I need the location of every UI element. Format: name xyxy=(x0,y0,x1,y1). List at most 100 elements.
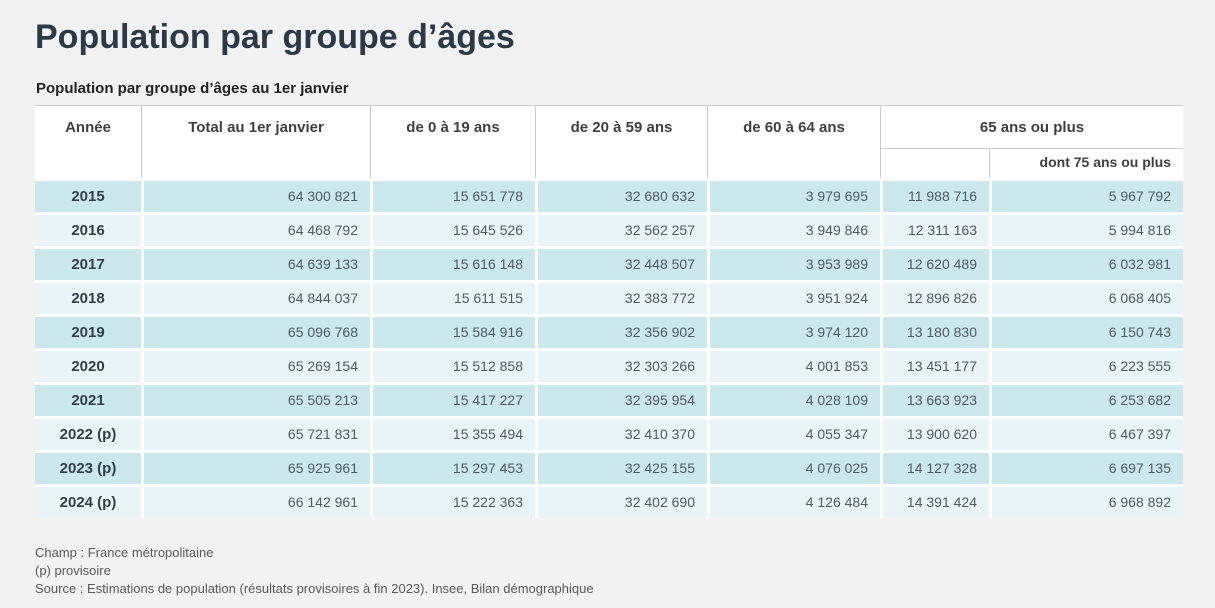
value-cell: 4 001 853 xyxy=(707,347,880,382)
value-cell: 6 253 682 xyxy=(989,381,1184,416)
value-cell: 6 223 555 xyxy=(989,347,1184,382)
value-cell: 3 951 924 xyxy=(707,279,880,314)
value-cell: 4 126 484 xyxy=(707,483,880,518)
value-cell: 15 611 515 xyxy=(370,279,535,314)
header-row-sub: dont 75 ans ou plus xyxy=(35,148,1184,178)
value-cell: 32 562 257 xyxy=(535,211,707,246)
table-caption: Population par groupe d’âges au 1er janv… xyxy=(36,79,349,97)
value-cell: 6 068 405 xyxy=(989,279,1184,314)
table-row: 2023 (p) 65 925 961 15 297 453 32 425 155 4 … xyxy=(35,449,1184,484)
value-cell: 32 410 370 xyxy=(535,415,707,450)
col-subheader-65-plus-spacer xyxy=(880,148,989,178)
col-header-0-19-ans: de 0 à 19 ans xyxy=(370,104,535,178)
table-header: Année Total au 1er janvier de 0 à 19 ans… xyxy=(35,104,1184,178)
value-cell: 6 467 397 xyxy=(989,415,1184,450)
value-cell: 32 448 507 xyxy=(535,245,707,280)
year-cell: 2022 (p) xyxy=(35,415,141,450)
footnote-champ: Champ : France métropolitaine xyxy=(35,544,214,560)
value-cell: 15 584 916 xyxy=(370,313,535,348)
table-row: 2022 (p) 65 721 831 15 355 494 32 410 370 4 … xyxy=(35,415,1184,450)
value-cell: 15 417 227 xyxy=(370,381,535,416)
col-header-annee: Année xyxy=(35,104,141,178)
year-cell: 2015 xyxy=(35,177,141,212)
population-table: Année Total au 1er janvier de 0 à 19 ans… xyxy=(35,104,1184,518)
value-cell: 15 355 494 xyxy=(370,415,535,450)
value-cell: 11 988 716 xyxy=(880,177,989,212)
footnote-source: Source : Estimations de population (résu… xyxy=(35,580,594,596)
value-cell: 4 055 347 xyxy=(707,415,880,450)
col-header-20-59-ans: de 20 à 59 ans xyxy=(535,104,707,178)
value-cell: 66 142 961 xyxy=(141,483,370,518)
value-cell: 32 356 902 xyxy=(535,313,707,348)
value-cell: 32 395 954 xyxy=(535,381,707,416)
table-row: 2020 65 269 154 15 512 858 32 303 266 4 001 … xyxy=(35,347,1184,382)
year-cell: 2016 xyxy=(35,211,141,246)
header-row-main: Année Total au 1er janvier de 0 à 19 ans… xyxy=(35,104,1184,178)
value-cell: 64 300 821 xyxy=(141,177,370,212)
value-cell: 3 953 989 xyxy=(707,245,880,280)
value-cell: 12 896 826 xyxy=(880,279,989,314)
year-cell: 2017 xyxy=(35,245,141,280)
table-row: 2018 64 844 037 15 611 515 32 383 772 3 951 … xyxy=(35,279,1184,314)
value-cell: 32 680 632 xyxy=(535,177,707,212)
value-cell: 64 468 792 xyxy=(141,211,370,246)
value-cell: 15 512 858 xyxy=(370,347,535,382)
year-cell: 2019 xyxy=(35,313,141,348)
table-body: 2015 64 300 821 15 651 778 32 680 632 3 979 … xyxy=(35,177,1184,518)
value-cell: 15 645 526 xyxy=(370,211,535,246)
value-cell: 64 639 133 xyxy=(141,245,370,280)
value-cell: 14 391 424 xyxy=(880,483,989,518)
value-cell: 4 076 025 xyxy=(707,449,880,484)
value-cell: 13 180 830 xyxy=(880,313,989,348)
value-cell: 13 900 620 xyxy=(880,415,989,450)
value-cell: 65 925 961 xyxy=(141,449,370,484)
footnote-provisoire: (p) provisoire xyxy=(35,562,111,578)
value-cell: 32 383 772 xyxy=(535,279,707,314)
year-cell: 2018 xyxy=(35,279,141,314)
value-cell: 6 032 981 xyxy=(989,245,1184,280)
value-cell: 6 968 892 xyxy=(989,483,1184,518)
footnotes: Champ : France métropolitaine (p) provis… xyxy=(35,544,1180,598)
year-cell: 2024 (p) xyxy=(35,483,141,518)
value-cell: 64 844 037 xyxy=(141,279,370,314)
value-cell: 3 979 695 xyxy=(707,177,880,212)
table-row: 2021 65 505 213 15 417 227 32 395 954 4 028 … xyxy=(35,381,1184,416)
value-cell: 5 967 792 xyxy=(989,177,1184,212)
page-title: Population par groupe d’âges xyxy=(35,18,515,56)
value-cell: 15 222 363 xyxy=(370,483,535,518)
table-row: 2019 65 096 768 15 584 916 32 356 902 3 974 … xyxy=(35,313,1184,348)
value-cell: 12 620 489 xyxy=(880,245,989,280)
table-row: 2024 (p) 66 142 961 15 222 363 32 402 690 4 … xyxy=(35,483,1184,518)
value-cell: 32 402 690 xyxy=(535,483,707,518)
value-cell: 32 303 266 xyxy=(535,347,707,382)
value-cell: 65 505 213 xyxy=(141,381,370,416)
col-header-total: Total au 1er janvier xyxy=(141,104,370,178)
year-cell: 2023 (p) xyxy=(35,449,141,484)
table-row: 2016 64 468 792 15 645 526 32 562 257 3 949 … xyxy=(35,211,1184,246)
value-cell: 6 697 135 xyxy=(989,449,1184,484)
table-row: 2017 64 639 133 15 616 148 32 448 507 3 953 … xyxy=(35,245,1184,280)
value-cell: 15 651 778 xyxy=(370,177,535,212)
col-header-65-plus: 65 ans ou plus xyxy=(880,104,1184,149)
value-cell: 13 663 923 xyxy=(880,381,989,416)
value-cell: 14 127 328 xyxy=(880,449,989,484)
col-subheader-dont-75-plus: dont 75 ans ou plus xyxy=(989,148,1184,178)
value-cell: 5 994 816 xyxy=(989,211,1184,246)
value-cell: 3 974 120 xyxy=(707,313,880,348)
value-cell: 4 028 109 xyxy=(707,381,880,416)
value-cell: 15 297 453 xyxy=(370,449,535,484)
year-cell: 2020 xyxy=(35,347,141,382)
col-header-60-64-ans: de 60 à 64 ans xyxy=(707,104,880,178)
value-cell: 12 311 163 xyxy=(880,211,989,246)
value-cell: 3 949 846 xyxy=(707,211,880,246)
value-cell: 65 269 154 xyxy=(141,347,370,382)
value-cell: 6 150 743 xyxy=(989,313,1184,348)
value-cell: 15 616 148 xyxy=(370,245,535,280)
value-cell: 65 096 768 xyxy=(141,313,370,348)
value-cell: 32 425 155 xyxy=(535,449,707,484)
year-cell: 2021 xyxy=(35,381,141,416)
table-row: 2015 64 300 821 15 651 778 32 680 632 3 979 … xyxy=(35,177,1184,212)
value-cell: 13 451 177 xyxy=(880,347,989,382)
value-cell: 65 721 831 xyxy=(141,415,370,450)
